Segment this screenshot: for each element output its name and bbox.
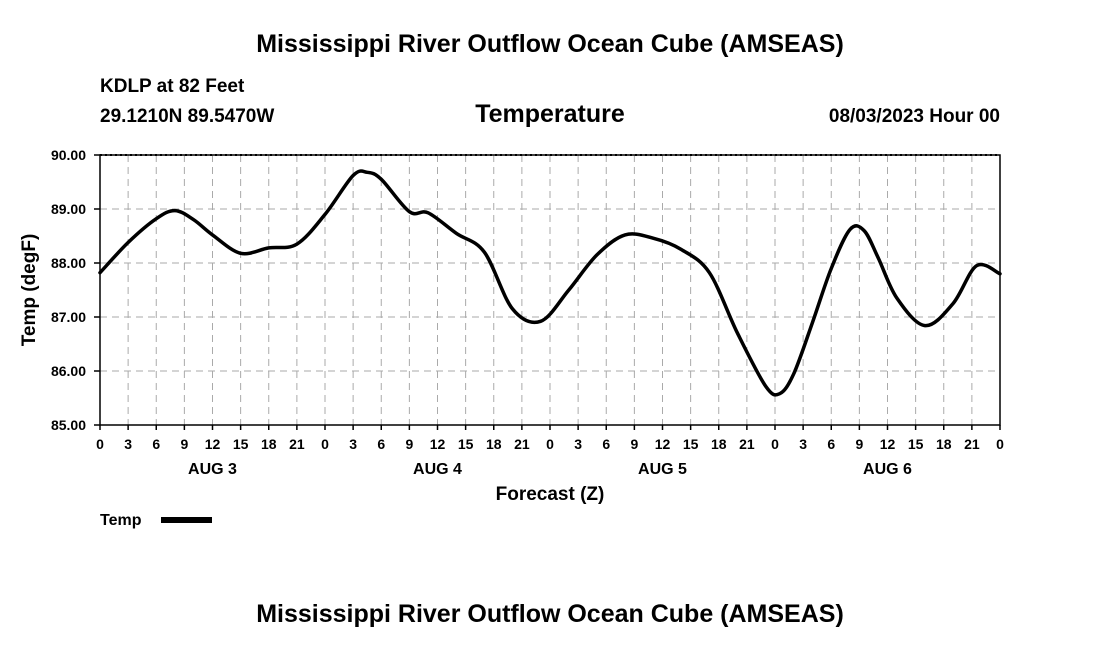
x-tick-label: 9 <box>855 436 863 452</box>
grid-lines <box>100 154 1000 425</box>
x-tick-label: 21 <box>964 436 980 452</box>
legend-label: Temp <box>100 512 142 529</box>
x-tick-label: 6 <box>377 436 385 452</box>
x-tick-label: 3 <box>574 436 582 452</box>
x-tick-label: 18 <box>711 436 727 452</box>
temperature-chart: 85.00 86.00 87.00 88.00 89.00 90.00 0 3 6 9 12 15 18… <box>19 147 1004 529</box>
y-tick-label: 85.00 <box>51 417 86 433</box>
x-tick-label: 0 <box>546 436 554 452</box>
day-label: AUG 4 <box>413 461 462 478</box>
x-tick-label: 12 <box>655 436 671 452</box>
day-label: AUG 3 <box>188 461 237 478</box>
x-tick-label: 18 <box>936 436 952 452</box>
main-title: Mississippi River Outflow Ocean Cube (AM… <box>256 30 844 58</box>
y-axis-label: Temp (degF) <box>19 234 40 347</box>
y-tick-label: 90.00 <box>51 147 86 163</box>
x-axis-label: Forecast (Z) <box>496 484 605 505</box>
station-label: KDLP at 82 Feet <box>100 76 245 97</box>
footer-title: Mississippi River Outflow Ocean Cube (AM… <box>256 600 844 628</box>
x-tick-label: 12 <box>880 436 896 452</box>
x-tick-label: 15 <box>233 436 249 452</box>
x-tick-label: 18 <box>261 436 277 452</box>
x-tick-label: 3 <box>349 436 357 452</box>
x-tick-label: 9 <box>405 436 413 452</box>
x-tick-label: 21 <box>514 436 530 452</box>
x-tick-label: 9 <box>180 436 188 452</box>
y-tick-label: 86.00 <box>51 363 86 379</box>
temp-series-line <box>98 169 1002 397</box>
x-tick-label: 21 <box>289 436 305 452</box>
x-tick-label: 6 <box>827 436 835 452</box>
x-tick-label: 9 <box>630 436 638 452</box>
coordinates-label: 29.1210N 89.5470W <box>100 106 275 127</box>
y-tick-label: 89.00 <box>51 201 86 217</box>
x-tick-label: 0 <box>321 436 329 452</box>
x-tick-label: 15 <box>908 436 924 452</box>
x-tick-label: 3 <box>799 436 807 452</box>
x-tick-label: 12 <box>205 436 221 452</box>
axis-ticks: 85.00 86.00 87.00 88.00 89.00 90.00 0 3 6 9 12 15 18… <box>51 147 1004 478</box>
forecast-datetime: 08/03/2023 Hour 00 <box>828 106 1000 127</box>
x-tick-label: 3 <box>124 436 132 452</box>
chart-title: Temperature <box>475 100 625 128</box>
legend-swatch <box>161 517 212 523</box>
y-tick-label: 88.00 <box>51 255 86 271</box>
x-tick-label: 0 <box>771 436 779 452</box>
y-tick-label: 87.00 <box>51 309 86 325</box>
x-tick-label: 21 <box>739 436 755 452</box>
x-tick-label: 0 <box>96 436 104 452</box>
x-tick-label: 12 <box>430 436 446 452</box>
x-tick-label: 6 <box>152 436 160 452</box>
day-label: AUG 5 <box>638 461 687 478</box>
x-tick-label: 0 <box>996 436 1004 452</box>
x-tick-label: 15 <box>683 436 699 452</box>
x-tick-label: 6 <box>602 436 610 452</box>
day-label: AUG 6 <box>863 461 912 478</box>
x-tick-label: 18 <box>486 436 502 452</box>
x-tick-label: 15 <box>458 436 474 452</box>
